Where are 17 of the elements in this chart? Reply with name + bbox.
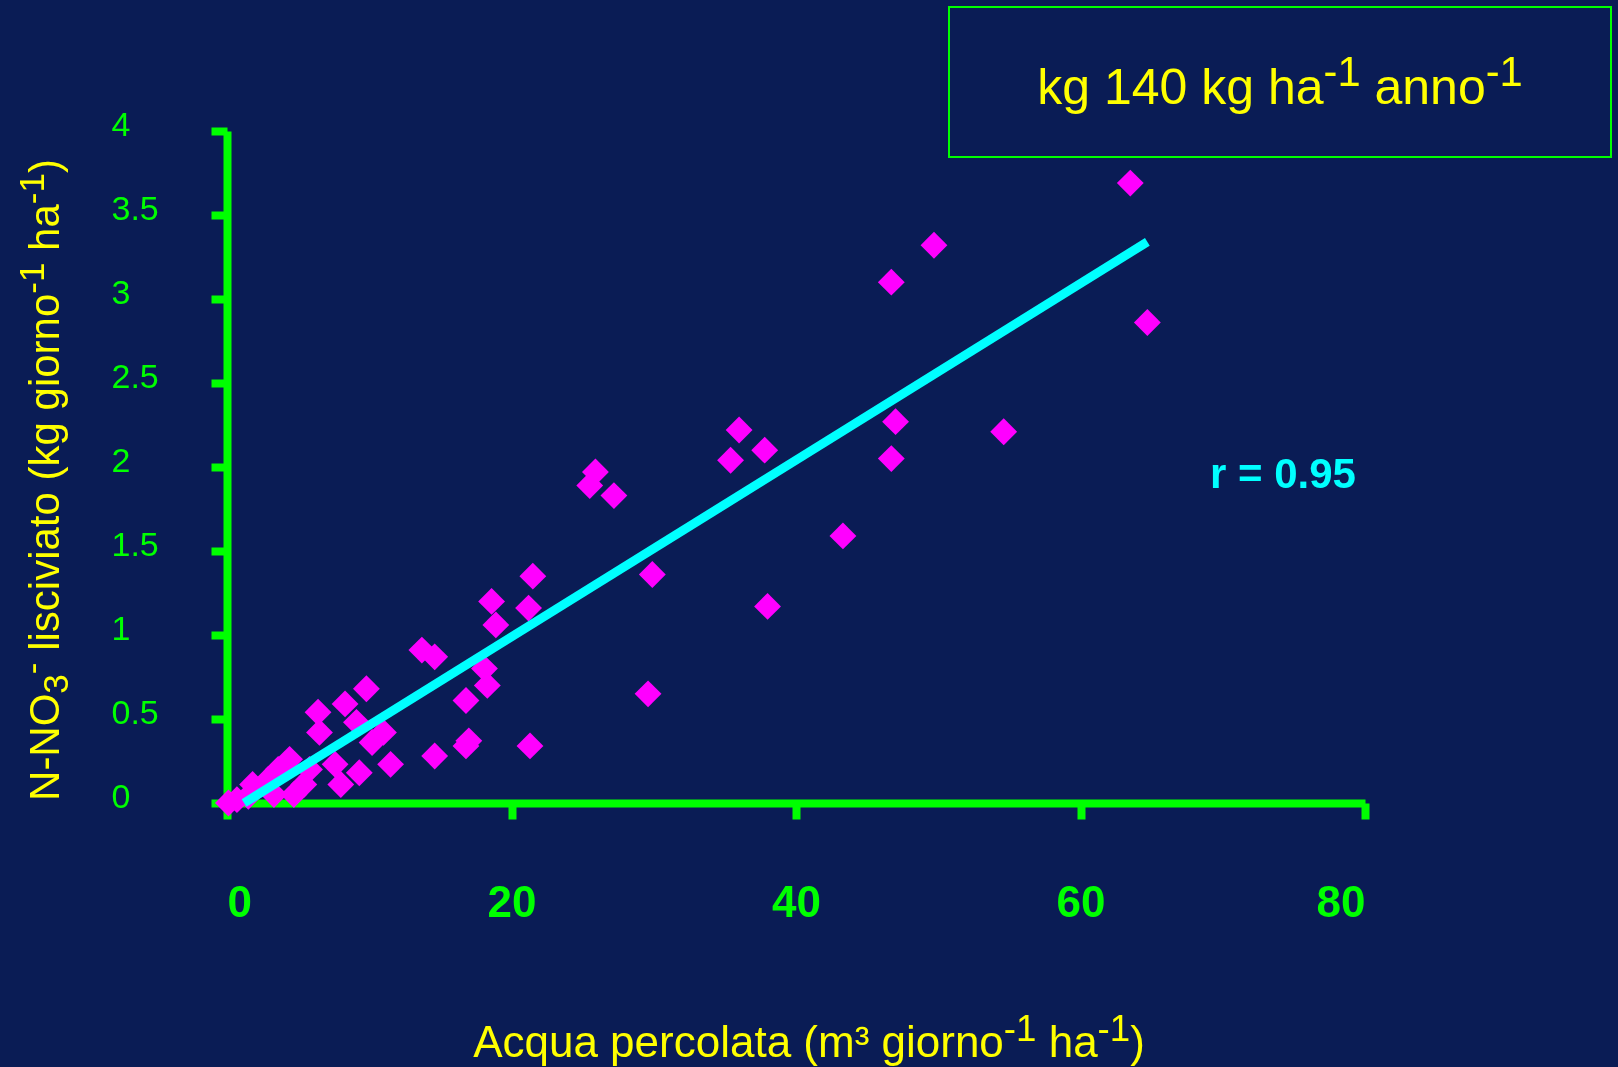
- y-tick-label: 2: [111, 440, 131, 479]
- x-axis-title: Acqua percolata (m³ giorno$^{-1}$ ha$^{-1}$): [473, 1008, 1145, 1067]
- y-tick-label: 1: [111, 608, 131, 647]
- x-tick-label: 60: [1056, 876, 1106, 926]
- y-tick-label: 2.5: [111, 356, 159, 395]
- y-tick-label: 0.5: [111, 692, 159, 731]
- y-tick-label: 0: [111, 776, 131, 815]
- y-tick-label: 1.5: [111, 524, 159, 563]
- x-tick-label: 20: [487, 876, 537, 926]
- x-tick-label: 0: [227, 876, 252, 926]
- annotation: r = 0.95: [1210, 450, 1356, 497]
- y-tick-label: 4: [111, 104, 131, 143]
- x-tick-label: 80: [1316, 876, 1366, 926]
- y-tick-label: 3.5: [111, 188, 159, 227]
- y-tick-label: 3: [111, 272, 131, 311]
- label-box: kg 140 kg ha$^{-1}$ anno$^{-1}$: [948, 6, 1612, 158]
- x-tick-label: 40: [772, 876, 821, 926]
